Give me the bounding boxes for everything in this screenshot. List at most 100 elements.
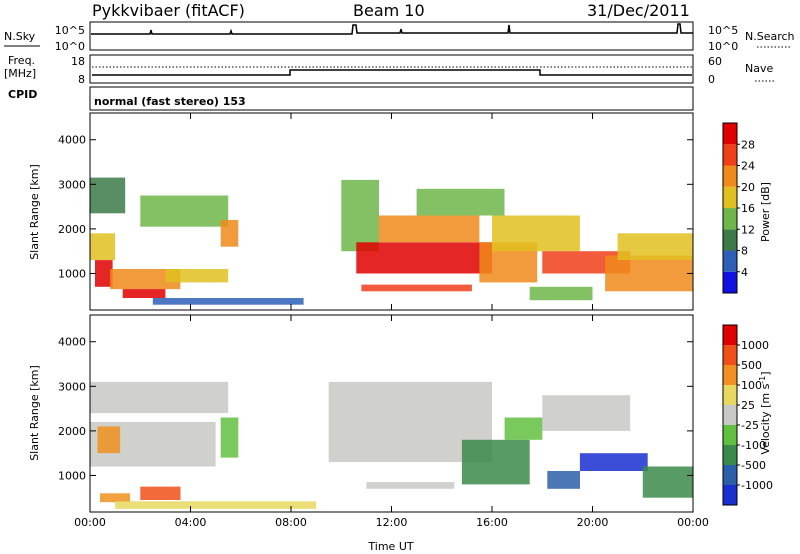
velocity-yaxis: 1000 2000 3000 4000 (58, 336, 693, 482)
power-colorbar-swatch-2 (723, 229, 737, 251)
power-colorbar-label-1: 24 (741, 160, 755, 173)
power-ytick-label-0: 1000 (58, 267, 86, 280)
power-colorbar-label-3: 16 (741, 202, 755, 215)
velocity-colorbar-swatch-6 (723, 365, 737, 385)
velocity-colorbar-swatch-4 (723, 405, 737, 425)
velocity-colorbar-swatch-2 (723, 445, 737, 465)
power-yaxis: 1000 2000 3000 4000 (58, 134, 693, 280)
power-colorbar-swatch-0 (723, 271, 737, 294)
freq-left-tick-bottom: 8 (78, 73, 85, 86)
velocity-colorbar-swatch-8 (723, 325, 737, 345)
power-panel: 1000 2000 3000 4000 Slant Range [km] 28 24 20… (28, 112, 772, 311)
power-region-3 (110, 269, 181, 290)
freq-label: Freq. (8, 54, 35, 67)
power-colorbar-swatch-4 (723, 186, 737, 209)
velocity-colorbar-label-7: -1000 (741, 479, 773, 492)
nave-label: Nave (745, 62, 773, 75)
velocity-region-9 (461, 439, 530, 485)
xaxis-title: Time UT (367, 540, 413, 553)
velocity-region-14 (504, 417, 543, 440)
power-region-8 (152, 298, 304, 305)
velocity-colorbar-swatch-3 (723, 425, 737, 445)
power-region-10 (356, 242, 492, 274)
power-region-0 (90, 177, 126, 214)
velocity-colorbar-label-4: -25 (741, 419, 759, 432)
power-region-1 (90, 233, 116, 260)
velocity-region-3 (140, 486, 181, 500)
velocity-xtick-label-2: 08:00 (275, 516, 307, 529)
power-region-15 (492, 215, 580, 252)
power-region-9 (341, 179, 379, 252)
power-colorbar-label-5: 8 (741, 245, 748, 258)
velocity-colorbar-swatch-5 (723, 385, 737, 405)
nsearch-label: N.Search (745, 30, 795, 43)
power-colorbar-label-0: 28 (741, 138, 755, 151)
cpid-frame (89, 86, 694, 111)
date-label: 31/Dec/2011 (587, 1, 690, 20)
velocity-colorbar-swatch-1 (723, 465, 737, 485)
velocity-ytick-label-0: 1000 (58, 469, 86, 482)
velocity-region-12 (547, 471, 580, 489)
beam-label: Beam 10 (353, 1, 425, 20)
velocity-panel: 1000 2000 3000 4000 00:00 04:00 08:00 12:00 16:… (28, 314, 773, 553)
velocity-region-2 (97, 426, 121, 454)
power-colorbar-swatch-5 (723, 165, 737, 187)
cpid-text: normal (fast stereo) 153 (94, 95, 246, 108)
velocity-region-0 (90, 381, 229, 414)
nave-right-tick-bottom: 0 (708, 73, 715, 86)
freq-unit-label: [MHz] (4, 67, 36, 80)
power-region-2 (95, 260, 113, 287)
velocity-region-6 (115, 501, 317, 509)
power-colorbar-label-6: 4 (741, 266, 748, 279)
velocity-colorbar-label-1: 500 (741, 359, 762, 372)
power-region-18 (605, 255, 693, 292)
freq-trace (92, 69, 692, 76)
nsky-strip: N.Sky 10^5 10^0 10^5 10^0 N.Search (4, 21, 795, 53)
cpid-strip: CPID normal (fast stereo) 153 (8, 86, 694, 111)
power-ytick-label-2: 3000 (58, 178, 86, 191)
velocity-region-4 (100, 493, 131, 503)
power-heatmap (90, 177, 693, 305)
nsky-left-tick-bottom: 10^0 (55, 40, 85, 53)
power-xaxis (89, 113, 694, 310)
velocity-colorbar-label-2: 100 (741, 379, 762, 392)
velocity-colorbar-swatch-0 (723, 485, 737, 505)
nsky-left-tick-top: 10^5 (55, 24, 85, 37)
velocity-heatmap (90, 381, 694, 509)
velocity-xtick-label-5: 20:00 (577, 516, 609, 529)
velocity-colorbar-label-6: -500 (741, 459, 766, 472)
power-region-13 (361, 284, 472, 292)
power-colorbar-label: Power [dB] (759, 182, 772, 242)
cpid-label: CPID (8, 88, 37, 101)
velocity-xaxis: 00:00 04:00 08:00 12:00 16:00 20:00 00:00 (74, 315, 709, 529)
freq-left-tick-top: 18 (71, 55, 85, 68)
nsky-frame (89, 21, 694, 51)
velocity-region-5 (220, 417, 239, 458)
velocity-ylabel: Slant Range [km] (28, 365, 41, 461)
velocity-xtick-label-4: 16:00 (476, 516, 508, 529)
velocity-ytick-label-1: 2000 (58, 425, 86, 438)
velocity-xtick-label-0: 00:00 (74, 516, 106, 529)
nsky-label: N.Sky (4, 30, 36, 43)
velocity-xtick-label-6: 00:00 (677, 516, 709, 529)
radar-title: Pykkvibaer (fitACF) (92, 1, 245, 20)
power-colorbar-label-2: 20 (741, 181, 755, 194)
nave-right-tick-top: 60 (708, 55, 722, 68)
velocity-ytick-label-2: 3000 (58, 380, 86, 393)
velocity-colorbar-label-3: 25 (741, 399, 755, 412)
power-region-19 (617, 233, 693, 260)
power-colorbar-swatch-1 (723, 250, 737, 272)
power-colorbar: 28 24 20 16 12 8 4 (722, 122, 755, 294)
power-region-12 (416, 188, 505, 216)
velocity-region-11 (579, 453, 648, 471)
velocity-colorbar-frame (722, 324, 738, 506)
power-colorbar-label-4: 12 (741, 223, 755, 236)
nsky-right-tick-bottom: 10^0 (708, 40, 738, 53)
velocity-region-13 (642, 466, 694, 498)
power-colorbar-swatch-7 (723, 123, 737, 145)
velocity-xtick-label-3: 12:00 (376, 516, 408, 529)
power-region-11 (378, 215, 480, 243)
freq-strip: Freq. [MHz] 18 8 60 0 Nave (4, 54, 776, 86)
velocity-ytick-label-3: 4000 (58, 336, 86, 349)
